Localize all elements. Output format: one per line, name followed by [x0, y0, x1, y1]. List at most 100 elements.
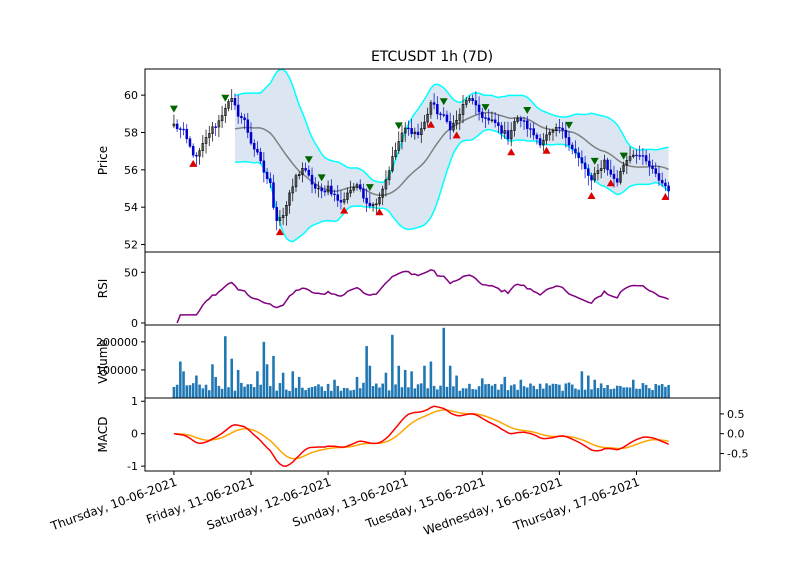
volume-bar [381, 383, 384, 398]
volume-bar [419, 383, 423, 398]
candle-body [384, 179, 388, 190]
candle-body [387, 170, 391, 181]
candle-body [635, 154, 638, 157]
candle-body [564, 129, 568, 138]
candle-body [590, 175, 593, 181]
candle-body [500, 125, 503, 134]
candle-body [596, 170, 600, 174]
volume-bar [352, 389, 356, 398]
volume-bar [493, 383, 497, 398]
candle-body [323, 190, 327, 193]
sell-signal-marker [542, 146, 551, 154]
candle-body [558, 127, 561, 129]
candle-body [339, 200, 343, 203]
candle-body [352, 186, 356, 191]
volume-bar [551, 383, 555, 398]
volume-bar [452, 386, 455, 398]
macd-line [173, 405, 669, 467]
candle-body [445, 114, 449, 122]
candle-body [654, 168, 658, 174]
volume-bar [346, 388, 349, 398]
volume-bar [599, 383, 603, 398]
candle-body [355, 184, 359, 188]
volume-bar [590, 389, 593, 398]
x-tick-label: Wednesday, 16-06-2021 [422, 475, 565, 538]
macd-panel-frame [144, 397, 721, 472]
candle-body [195, 154, 198, 157]
price-panel: 52 54 56 58 60 Price [96, 68, 721, 253]
candle-body [304, 168, 307, 171]
volume-bar [336, 385, 340, 398]
macd-y-right-tick-label: -0.5 [727, 447, 748, 460]
volume-bar [362, 382, 365, 398]
volume-bar [281, 372, 285, 398]
volume-bar [641, 383, 645, 398]
candle-body [265, 171, 269, 180]
candle-body [230, 98, 233, 102]
volume-bar [426, 388, 429, 398]
volume-bar [236, 369, 240, 398]
candle-body [275, 207, 278, 221]
volume-bar [603, 387, 606, 398]
volume-bar [391, 334, 394, 398]
candle-body [603, 159, 606, 169]
volume-bar [262, 341, 266, 398]
volume-bar [304, 390, 307, 398]
candle-body [439, 113, 442, 115]
price-y-tick-label: 54 [124, 201, 138, 214]
volume-bar [545, 383, 548, 398]
bollinger-upper-line [234, 68, 669, 184]
candle-body [615, 178, 619, 183]
volume-bar [291, 371, 295, 398]
volume-bar [416, 384, 420, 398]
volume-bar [243, 386, 246, 398]
candle-body [362, 188, 365, 199]
buy-signal-marker [304, 156, 313, 164]
volume-bar [631, 379, 635, 398]
volume-bar [288, 390, 291, 398]
volume-bar [644, 384, 648, 398]
candle-body [256, 148, 259, 153]
volume-bar [198, 384, 201, 398]
candle-body [269, 178, 272, 183]
volume-bar [570, 384, 574, 398]
buy-signal-marker [590, 157, 599, 165]
volume-bar [403, 369, 407, 398]
volume-bar [461, 388, 465, 398]
price-y-tick-label: 52 [124, 239, 138, 252]
candle-body [281, 215, 285, 219]
candle-body [198, 150, 201, 157]
candle-body [249, 132, 253, 144]
volume-bar [660, 384, 664, 398]
volume-bar [455, 375, 458, 398]
volume-bar [207, 390, 211, 398]
candle-body [179, 128, 182, 130]
volume-bar [622, 387, 625, 398]
volume-bar [532, 385, 535, 398]
candle-body [593, 173, 596, 181]
candle-body [227, 101, 230, 109]
volume-bar [252, 387, 256, 398]
volume-bar [577, 389, 580, 398]
volume-bar [317, 384, 320, 398]
candle-body [391, 156, 394, 172]
candle-body [403, 127, 407, 134]
volume-bar [561, 390, 564, 398]
sell-signal-marker [606, 179, 615, 187]
candle-body [262, 160, 266, 173]
volume-bar [503, 376, 507, 398]
volume-bar [609, 389, 613, 398]
volume-bar [474, 389, 478, 398]
volume-bar [220, 388, 224, 398]
candle-body [513, 121, 516, 131]
volume-bar [224, 336, 227, 398]
volume-bar [648, 388, 651, 398]
bollinger-middle-line [234, 111, 669, 197]
candle-body [410, 128, 413, 135]
buy-signal-marker [365, 184, 374, 192]
sell-signal-marker [189, 159, 198, 167]
candle-body [416, 131, 420, 135]
rsi-panel: 0 50 RSI [96, 251, 721, 330]
x-tick-label: Saturday, 12-06-2021 [205, 475, 333, 533]
volume-bar [407, 387, 410, 398]
